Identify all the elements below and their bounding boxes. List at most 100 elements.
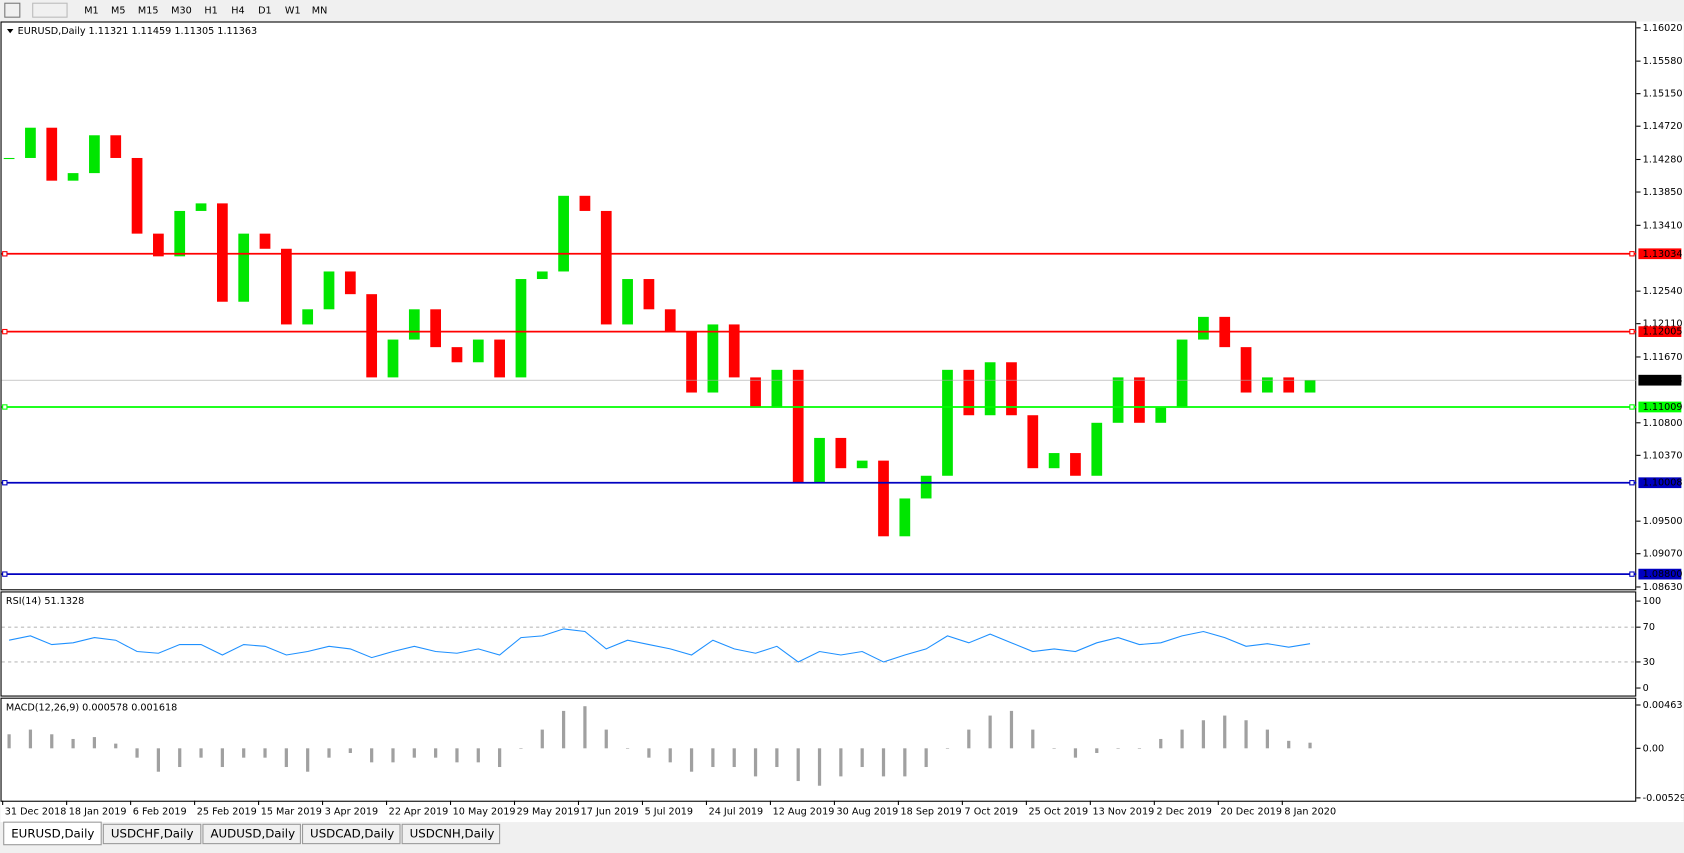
macd-bar bbox=[1073, 748, 1078, 758]
y-tick-label: 0.00463 bbox=[1643, 700, 1683, 711]
indicator-title: RSI(14) 51.1328 bbox=[6, 596, 84, 607]
y-tick-label: 1.15150 bbox=[1643, 89, 1683, 100]
level-handle bbox=[2, 404, 8, 410]
candle bbox=[856, 460, 868, 469]
tab[interactable] bbox=[302, 823, 401, 845]
macd-bar bbox=[434, 748, 438, 758]
candle bbox=[600, 210, 612, 325]
tab[interactable] bbox=[102, 823, 202, 845]
y-tick-label: 1.10800 bbox=[1643, 418, 1683, 429]
indicator-title: MACD(12,26,9) 0.000578 0.001618 bbox=[6, 702, 177, 713]
price-tag bbox=[1638, 568, 1682, 580]
x-tick-label: 10 May 2019 bbox=[453, 806, 516, 817]
candle bbox=[174, 210, 186, 257]
timeframe-button[interactable]: M15 bbox=[138, 6, 159, 17]
collapse-arrow[interactable] bbox=[6, 28, 14, 34]
macd-bar bbox=[263, 748, 267, 758]
macd-bar bbox=[455, 748, 459, 763]
x-tick-label: 15 Mar 2019 bbox=[261, 806, 322, 817]
macd-bar bbox=[647, 748, 651, 758]
y-tick-label: 30 bbox=[1643, 657, 1655, 668]
x-tick-label: 24 Jul 2019 bbox=[709, 806, 764, 817]
candle bbox=[1283, 377, 1295, 393]
candle bbox=[1112, 377, 1124, 423]
macd-bar bbox=[817, 748, 822, 786]
x-tick-label: 29 May 2019 bbox=[517, 806, 580, 817]
macd-bar bbox=[775, 748, 779, 768]
x-tick-label: 20 Dec 2019 bbox=[1220, 806, 1282, 817]
candle bbox=[686, 332, 697, 393]
candle bbox=[1155, 407, 1167, 423]
tab-label[interactable]: USDCNH,Daily bbox=[410, 826, 495, 840]
y-tick-label: 100 bbox=[1643, 596, 1661, 607]
y-tick-label: 70 bbox=[1643, 622, 1655, 633]
candle bbox=[1262, 377, 1273, 393]
tab-label[interactable]: EURUSD,Daily bbox=[11, 826, 94, 840]
macd-bar bbox=[348, 748, 352, 753]
timeframe-button[interactable]: H1 bbox=[204, 6, 217, 17]
x-tick-label: 13 Nov 2019 bbox=[1092, 806, 1154, 817]
macd-bar bbox=[1201, 720, 1206, 749]
macd-bar bbox=[924, 748, 928, 768]
toolbar-icon[interactable] bbox=[4, 2, 21, 18]
timeframe-button[interactable]: H4 bbox=[231, 6, 244, 17]
y-tick-label: 1.12110 bbox=[1643, 319, 1683, 330]
macd-bar bbox=[1137, 748, 1142, 749]
toolbar bbox=[0, 0, 1684, 22]
candle bbox=[430, 309, 442, 348]
candle bbox=[46, 127, 58, 181]
candle bbox=[3, 157, 15, 160]
y-tick-label: 1.16020 bbox=[1643, 23, 1683, 34]
macd-bar bbox=[7, 734, 11, 749]
price-tag bbox=[1638, 401, 1682, 413]
quote: 1.11321 1.11459 1.11305 1.11363 bbox=[89, 26, 258, 37]
tab-label[interactable]: USDCAD,Daily bbox=[310, 826, 394, 840]
candle bbox=[728, 324, 740, 378]
candle bbox=[110, 135, 122, 158]
macd-bar bbox=[178, 748, 182, 768]
tab-label[interactable]: AUDUSD,Daily bbox=[210, 826, 295, 840]
y-tick-label: 0.00 bbox=[1643, 743, 1664, 754]
y-tick-label: 1.09070 bbox=[1643, 549, 1683, 560]
tab[interactable] bbox=[202, 823, 301, 845]
macd-bar bbox=[71, 738, 75, 749]
candle bbox=[153, 233, 164, 257]
tab[interactable] bbox=[401, 823, 501, 845]
x-tick-label: 17 Jun 2019 bbox=[581, 806, 639, 817]
timeframe-button[interactable]: MN bbox=[312, 6, 328, 17]
level-handle bbox=[1629, 251, 1635, 257]
macd-bar bbox=[199, 748, 203, 758]
macd-bar bbox=[1031, 729, 1035, 749]
macd-bar bbox=[1287, 740, 1291, 749]
macd-bar bbox=[540, 729, 544, 749]
toolbar-icon[interactable] bbox=[32, 2, 68, 18]
macd-bar bbox=[92, 737, 97, 749]
timeframe-button[interactable]: W1 bbox=[285, 6, 301, 17]
candle bbox=[238, 233, 250, 302]
timeframe-button[interactable]: D1 bbox=[258, 6, 272, 17]
macd-bar bbox=[1095, 748, 1099, 753]
x-tick-label: 31 Dec 2018 bbox=[5, 806, 67, 817]
timeframe-button[interactable]: M30 bbox=[171, 6, 192, 17]
macd-bar bbox=[689, 748, 694, 772]
macd-bar bbox=[1265, 729, 1270, 749]
x-tick-label: 18 Jan 2019 bbox=[69, 806, 127, 817]
y-tick-label: 1.14280 bbox=[1643, 154, 1683, 165]
y-tick-label: 1.11670 bbox=[1643, 352, 1683, 363]
candle bbox=[280, 248, 292, 325]
macd-bar bbox=[625, 748, 630, 749]
candle bbox=[67, 173, 79, 181]
timeframe-button[interactable]: M1 bbox=[84, 6, 98, 17]
candle bbox=[835, 437, 847, 469]
candle bbox=[366, 294, 378, 378]
candle bbox=[515, 279, 527, 378]
tab[interactable] bbox=[3, 821, 102, 846]
candle bbox=[558, 195, 569, 272]
level-label: 1.11009 bbox=[1643, 402, 1683, 413]
macd-bar bbox=[50, 734, 54, 749]
tab-label[interactable]: USDCHF,Daily bbox=[111, 826, 194, 840]
candle bbox=[217, 203, 228, 302]
level-handle bbox=[2, 251, 8, 257]
candle bbox=[899, 498, 911, 537]
timeframe-button[interactable]: M5 bbox=[111, 6, 125, 17]
